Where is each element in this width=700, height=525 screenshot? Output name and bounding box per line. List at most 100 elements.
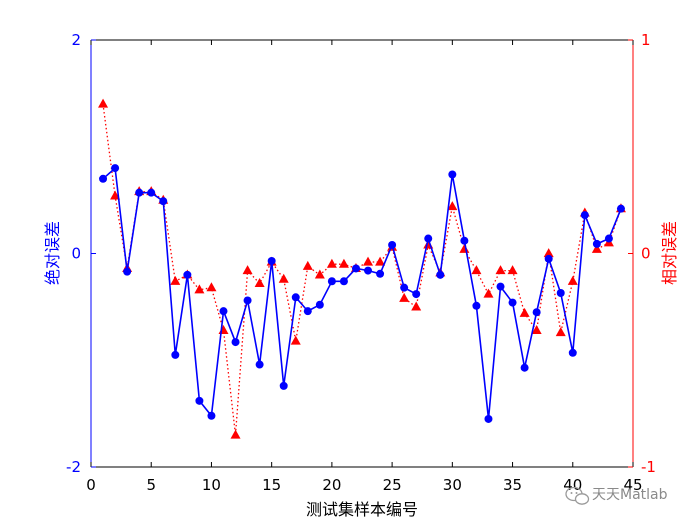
absolute-error-point bbox=[544, 254, 553, 263]
absolute-error-point bbox=[436, 270, 445, 279]
left-y-axis-title: 绝对误差 bbox=[43, 221, 62, 285]
left-y-tick-label: 0 bbox=[71, 245, 81, 263]
relative-error-point bbox=[555, 327, 566, 337]
absolute-error-point bbox=[303, 307, 312, 316]
relative-error-point bbox=[399, 292, 410, 302]
relative-error-point bbox=[411, 301, 422, 311]
x-tick-label: 35 bbox=[503, 476, 522, 494]
relative-error-point bbox=[98, 98, 109, 108]
relative-error-point bbox=[242, 265, 253, 275]
absolute-error-point bbox=[496, 282, 505, 291]
watermark-text: 天天Matlab bbox=[592, 487, 668, 503]
relative-error-point bbox=[254, 277, 265, 287]
absolute-error-point bbox=[231, 338, 240, 347]
relative-error-point bbox=[447, 201, 458, 211]
x-axis-title: 测试集样本编号 bbox=[306, 500, 418, 519]
relative-error-point bbox=[314, 269, 325, 279]
absolute-error-point bbox=[556, 288, 565, 297]
absolute-error-line bbox=[102, 166, 622, 420]
relative-error-point bbox=[543, 248, 554, 258]
absolute-error-point bbox=[616, 204, 625, 213]
absolute-error-point bbox=[327, 277, 336, 286]
left-y-tick-label: -2 bbox=[66, 458, 81, 476]
relative-error-point bbox=[170, 275, 181, 285]
x-tick-label: 10 bbox=[202, 476, 221, 494]
absolute-error-point bbox=[472, 301, 481, 310]
absolute-error-point bbox=[508, 298, 517, 307]
relative-error-point bbox=[531, 324, 542, 334]
relative-error-point bbox=[507, 265, 518, 275]
relative-error-line bbox=[102, 104, 622, 436]
relative-error-point bbox=[302, 260, 313, 270]
absolute-error-point bbox=[604, 234, 613, 243]
relative-error-point bbox=[495, 265, 506, 275]
x-tick-label: 5 bbox=[146, 476, 156, 494]
axes-layer: 0 5 10 15 20 25 30 35 40 45-202-101 bbox=[66, 31, 656, 494]
relative-error-point bbox=[206, 282, 217, 292]
relative-error-point bbox=[567, 275, 578, 285]
absolute-error-point bbox=[460, 236, 469, 245]
x-tick-label: 45 bbox=[623, 476, 642, 494]
right-y-tick-label: -1 bbox=[641, 458, 656, 476]
absolute-error-point bbox=[171, 350, 180, 359]
relative-error-point bbox=[591, 243, 602, 253]
absolute-error-point bbox=[123, 267, 132, 276]
absolute-error-point bbox=[159, 197, 168, 206]
absolute-error-point bbox=[111, 164, 120, 173]
x-tick-label: 25 bbox=[383, 476, 402, 494]
absolute-error-point bbox=[388, 240, 397, 249]
relative-error-point bbox=[278, 273, 289, 283]
absolute-error-point bbox=[484, 414, 493, 423]
absolute-error-point bbox=[255, 360, 264, 369]
absolute-error-point bbox=[339, 277, 348, 286]
x-tick-label: 0 bbox=[86, 476, 96, 494]
absolute-error-point bbox=[147, 188, 156, 197]
relative-error-point bbox=[230, 429, 241, 439]
relative-error-point bbox=[375, 256, 386, 266]
relative-error-point bbox=[483, 288, 494, 298]
relative-error-point bbox=[326, 258, 337, 268]
relative-error-point bbox=[194, 284, 205, 294]
left-y-tick-label: 2 bbox=[71, 31, 81, 49]
absolute-error-point bbox=[400, 283, 409, 292]
plot-area bbox=[91, 40, 633, 467]
wechat-icon bbox=[565, 486, 590, 505]
relative-error-point bbox=[363, 256, 374, 266]
x-tick-label: 15 bbox=[262, 476, 281, 494]
watermark: 天天Matlab bbox=[565, 486, 668, 505]
absolute-error-point bbox=[351, 264, 360, 273]
absolute-error-point bbox=[195, 396, 204, 405]
absolute-error-point bbox=[183, 270, 192, 279]
absolute-error-point bbox=[376, 269, 385, 278]
right-y-tick-label: 0 bbox=[641, 245, 651, 263]
absolute-error-point bbox=[135, 188, 144, 197]
absolute-error-point bbox=[207, 411, 216, 420]
absolute-error-point bbox=[99, 174, 108, 183]
absolute-error-point bbox=[592, 239, 601, 248]
absolute-error-point bbox=[219, 307, 228, 316]
relative-error-point bbox=[110, 190, 121, 200]
absolute-error-point bbox=[424, 234, 433, 243]
x-tick-label: 20 bbox=[322, 476, 341, 494]
relative-error-point bbox=[519, 307, 530, 317]
absolute-error-point bbox=[315, 300, 324, 309]
absolute-error-point bbox=[243, 296, 252, 305]
absolute-error-point bbox=[580, 211, 589, 220]
relative-error-point bbox=[471, 265, 482, 275]
right-y-tick-label: 1 bbox=[641, 31, 651, 49]
series-layer bbox=[98, 98, 626, 439]
x-tick-label: 30 bbox=[443, 476, 462, 494]
relative-error-point bbox=[290, 335, 301, 345]
absolute-error-point bbox=[412, 290, 421, 299]
absolute-error-point bbox=[291, 293, 300, 302]
right-y-axis-title: 相对误差 bbox=[660, 221, 679, 285]
relative-error-point bbox=[338, 258, 349, 268]
absolute-error-point bbox=[448, 170, 457, 179]
absolute-error-point bbox=[520, 363, 529, 372]
absolute-error-point bbox=[532, 308, 541, 317]
absolute-error-point bbox=[267, 256, 276, 265]
absolute-error-point bbox=[364, 266, 373, 275]
absolute-error-point bbox=[568, 348, 577, 357]
absolute-error-point bbox=[279, 381, 288, 390]
